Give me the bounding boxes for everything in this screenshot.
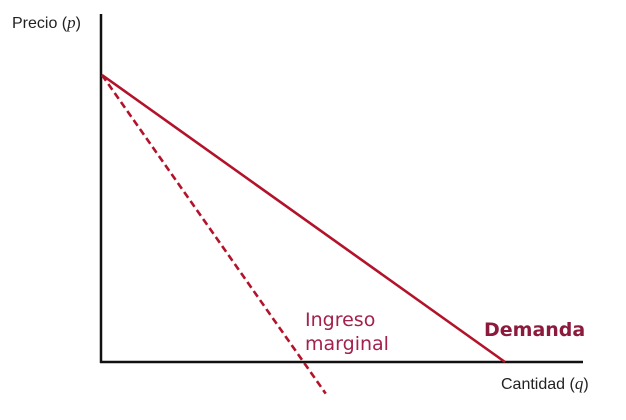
y-axis-label: Precio (p) <box>12 13 81 32</box>
x-axis-label-var: q <box>575 374 584 393</box>
x-axis-label: Cantidad (q) <box>501 374 589 393</box>
y-axis-label-text: Precio ( <box>12 15 68 32</box>
y-axis-label-var: p <box>66 13 76 32</box>
marginal-revenue-line <box>100 74 327 395</box>
demand-label: Demanda <box>484 319 585 341</box>
series-layer <box>100 73 506 395</box>
x-axis-label-text: Cantidad ( <box>501 376 575 393</box>
marginal-revenue-label-2: marginal <box>305 333 389 355</box>
demand-line <box>101 73 506 364</box>
y-axis-label-close: ) <box>76 15 81 32</box>
x-axis-label-close: ) <box>583 376 588 393</box>
marginal-revenue-label: Ingreso <box>305 309 375 331</box>
marginal-revenue-label-line1: Ingreso <box>305 309 375 331</box>
marginal-revenue-label-line2: marginal <box>305 333 389 355</box>
